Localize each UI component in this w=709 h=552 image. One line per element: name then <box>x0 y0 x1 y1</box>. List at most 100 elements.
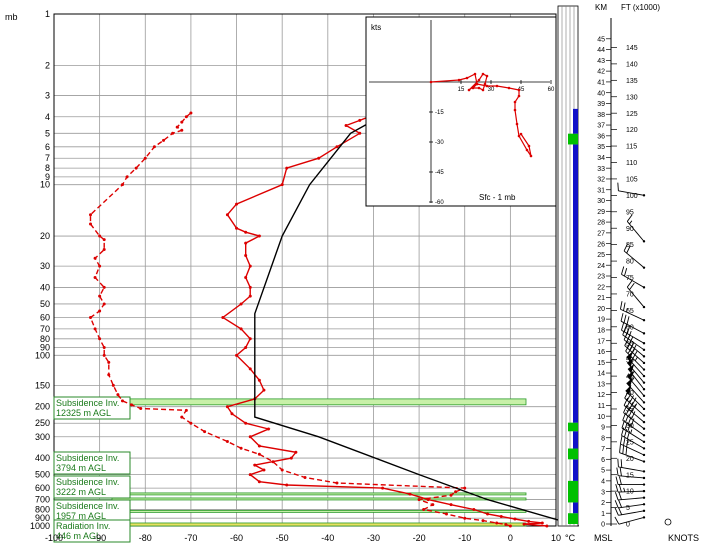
pressure-tick-label: 70 <box>40 324 50 334</box>
series-point <box>444 512 448 516</box>
hodograph-point <box>481 88 485 92</box>
hodograph-point <box>519 132 523 136</box>
height-profile <box>557 5 579 527</box>
series-point <box>107 360 111 364</box>
hodograph-point <box>513 108 517 112</box>
series-point <box>280 183 284 187</box>
hodograph-y-tick-label: -60 <box>435 200 444 206</box>
inversion-band <box>111 497 527 501</box>
wind-barb-half-flag <box>630 429 633 434</box>
pressure-tick-label: 100 <box>35 350 50 360</box>
ft-tick-label: 30 <box>626 423 634 430</box>
series-point <box>152 145 156 149</box>
wind-barb-flag <box>618 483 622 493</box>
wind-barb <box>614 499 646 509</box>
series-point <box>162 138 166 142</box>
wind-barb-base <box>642 483 646 486</box>
wind-barb-flag <box>614 500 619 509</box>
wind-barb-base <box>642 407 646 411</box>
series-point <box>175 125 179 129</box>
wind-barb-flag <box>626 438 629 447</box>
wind-barb-staff <box>626 286 645 308</box>
pressure-tick-label: 250 <box>35 418 50 428</box>
series-point <box>102 285 106 289</box>
km-tick-label: 45 <box>597 36 605 43</box>
wind-barb-flag <box>623 437 626 446</box>
hodograph-title: kts <box>371 23 381 32</box>
km-axis-header: KM <box>595 3 607 12</box>
series-point <box>262 388 266 392</box>
wind-barb-staff <box>622 419 645 436</box>
profile-segment <box>573 431 578 449</box>
wind-barb-staff <box>621 273 645 288</box>
wind-barb-base <box>642 194 646 197</box>
wind-barb <box>621 322 646 345</box>
pressure-tick-label: 200 <box>35 402 50 412</box>
series-point <box>285 483 289 487</box>
wind-barb-flag <box>615 476 619 485</box>
wind-barb-base <box>642 355 646 358</box>
hodograph-frame <box>365 16 557 207</box>
wind-barb-staff <box>623 412 645 430</box>
wind-barb <box>621 266 646 289</box>
inversion-label-height: 446 m AGL <box>56 531 101 541</box>
wind-barb-staff <box>619 452 645 462</box>
wind-barb-staff <box>625 350 645 370</box>
km-tick-label: 41 <box>597 80 605 87</box>
wind-barb-flag <box>614 516 620 525</box>
pressure-tick-label: 700 <box>35 495 50 505</box>
series-point <box>225 213 229 217</box>
inversion-label-name: Radiation Inv. <box>56 521 110 531</box>
pressure-tick-label: 6 <box>45 142 50 152</box>
ft-tick-label: 5 <box>626 505 630 512</box>
inversion-band <box>111 522 527 527</box>
series-point <box>98 309 102 313</box>
series-point <box>248 337 252 341</box>
wind-barb <box>619 444 646 463</box>
series-point <box>102 248 106 252</box>
hodograph-x-tick-label: 30 <box>488 87 495 93</box>
wind-barb-staff <box>621 435 645 449</box>
wind-barb-staff <box>623 250 645 268</box>
wind-barb-base <box>642 509 646 513</box>
hodograph-point <box>507 86 511 90</box>
wind-barb-flag <box>620 459 623 468</box>
skewt-axes: mb °C -100 -90 -80 -70 -60 -50 -40 -30 -20 -10 0 10… <box>5 9 576 543</box>
wind-barb-staff <box>621 329 645 344</box>
series-point <box>289 456 293 460</box>
km-tick-label: 17 <box>597 338 605 345</box>
series-point <box>203 430 207 434</box>
wind-barb <box>624 390 646 417</box>
ft-tick-label: 75 <box>626 275 634 282</box>
wind-barb <box>626 351 646 378</box>
series-point <box>189 111 193 115</box>
wind-barb-half-flag <box>626 307 628 313</box>
wind-barb-flag <box>617 507 623 515</box>
wind-barb-staff <box>618 516 645 525</box>
series-point <box>221 315 225 319</box>
wind-barb-half-flag <box>629 220 633 225</box>
series-point <box>189 421 193 425</box>
wind-barb-flag <box>617 458 619 467</box>
wind-barb-flag <box>623 404 628 413</box>
ft-tick-label: 100 <box>626 193 638 200</box>
inversion-band <box>111 509 527 513</box>
pressure-tick-label: 400 <box>35 453 50 463</box>
ft-tick-label: 10 <box>626 489 634 496</box>
series-point <box>495 521 499 525</box>
wind-barb-staff <box>618 466 645 472</box>
series-point <box>180 415 184 419</box>
wind-barb-staff <box>622 334 645 351</box>
ft-tick-label: 115 <box>626 144 637 151</box>
wind-barb-flag <box>615 483 619 493</box>
series-point <box>280 468 284 472</box>
series-point <box>235 226 239 230</box>
wind-barb-half-flag <box>631 377 635 382</box>
series-point <box>499 515 503 519</box>
profile-segment <box>573 108 578 134</box>
series-point <box>239 327 243 331</box>
pressure-tick-label: 500 <box>35 470 50 480</box>
wind-barb-flag <box>626 399 631 408</box>
wind-barbs <box>614 182 672 526</box>
series-point <box>253 463 257 467</box>
